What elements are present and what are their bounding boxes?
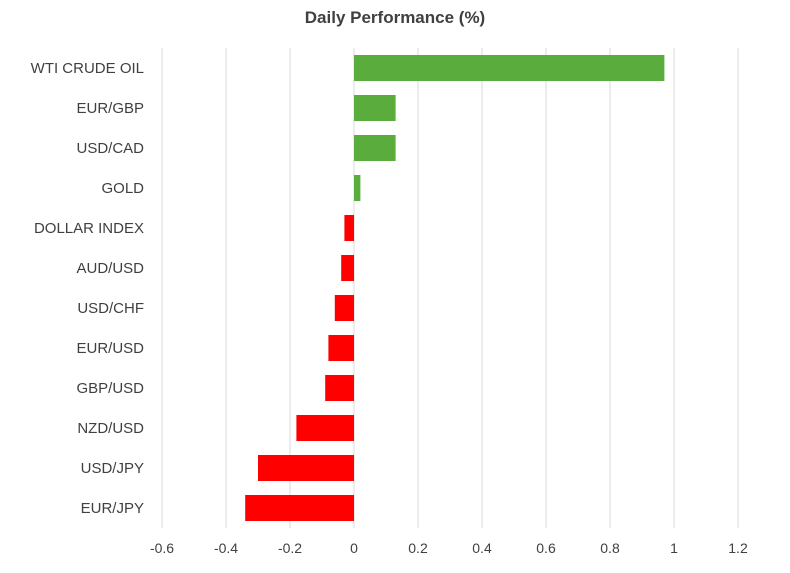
bar	[354, 55, 665, 81]
bar	[334, 295, 354, 321]
bar	[354, 135, 396, 161]
x-tick-label: -0.4	[214, 540, 238, 556]
category-label: EUR/USD	[76, 340, 144, 357]
category-label: USD/JPY	[81, 460, 144, 477]
category-label: DOLLAR INDEX	[34, 220, 144, 237]
bar	[341, 255, 354, 281]
x-tick-label: 0	[350, 540, 358, 556]
bar	[325, 375, 354, 401]
category-label: GOLD	[101, 180, 144, 197]
category-label: EUR/JPY	[81, 500, 144, 517]
category-label: USD/CAD	[76, 140, 144, 157]
x-tick-label: 0.6	[536, 540, 556, 556]
category-label: WTI CRUDE OIL	[31, 60, 144, 77]
chart-title: Daily Performance (%)	[304, 8, 486, 27]
x-tick-label: 0.2	[408, 540, 428, 556]
category-label: NZD/USD	[77, 420, 144, 437]
bar	[328, 335, 354, 361]
bar	[258, 455, 354, 481]
bar	[354, 95, 396, 121]
bar	[245, 495, 354, 521]
category-label: GBP/USD	[76, 380, 144, 397]
x-tick-label: 1.2	[728, 540, 748, 556]
x-tick-label: -0.6	[150, 540, 174, 556]
bar	[344, 215, 354, 241]
x-tick-label: 0.4	[472, 540, 492, 556]
category-label: USD/CHF	[77, 300, 144, 317]
category-label: EUR/GBP	[76, 100, 144, 117]
x-tick-label: -0.2	[278, 540, 302, 556]
x-tick-label: 1	[670, 540, 678, 556]
bar	[296, 415, 354, 441]
category-label: AUD/USD	[76, 260, 144, 277]
bar	[354, 175, 361, 201]
x-tick-label: 0.8	[600, 540, 620, 556]
